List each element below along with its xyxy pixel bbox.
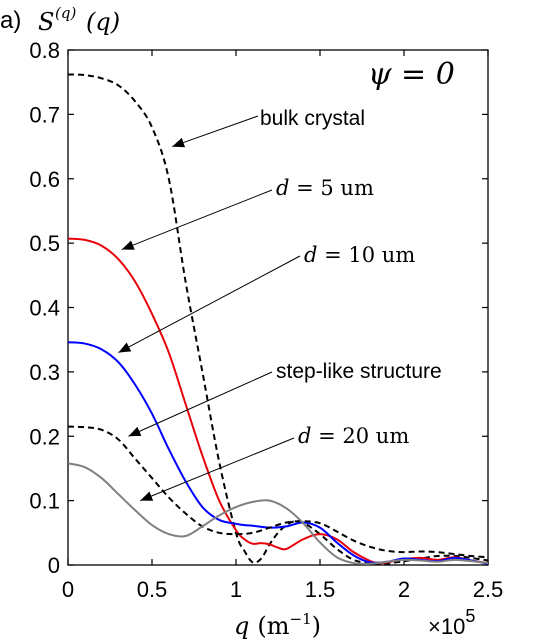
x-multiplier-exponent: 5 xyxy=(465,606,475,626)
y-axis-label-superscript: (q) xyxy=(55,4,76,22)
annotation-step-like: step-like structure xyxy=(276,360,442,383)
annotation-arrows xyxy=(118,115,301,502)
x-multiplier-base: ×10 xyxy=(428,614,465,639)
y-tick-label: 0 xyxy=(48,553,60,578)
y-tick-label: 0.6 xyxy=(29,167,60,192)
annotation-d5-var: d xyxy=(276,176,289,200)
annotation-d20: d = 20 um xyxy=(298,424,409,448)
annotation-arrow-d10 xyxy=(118,255,301,354)
annotation-d5-rest: = 5 um xyxy=(289,176,374,200)
annotation-d10-rest: = 10 um xyxy=(317,243,415,267)
annotation-d10-var: d xyxy=(304,243,317,267)
y-tick-label: 0.7 xyxy=(29,102,60,127)
y-tick-label: 0.2 xyxy=(29,424,60,449)
y-tick-label: 0.8 xyxy=(29,38,60,63)
series-line-bulk xyxy=(68,73,488,565)
x-axis-label-unit-close: ) xyxy=(312,612,321,640)
y-tick-label: 0.1 xyxy=(29,489,60,514)
annotation-arrow-d20 xyxy=(140,437,295,502)
x-tick-label: 2 xyxy=(398,577,410,602)
y-tick-label: 0.5 xyxy=(29,231,60,256)
series-line-d5 xyxy=(68,237,488,565)
annotation-d5: d = 5 um xyxy=(276,176,374,200)
y-axis-label-main: S xyxy=(38,8,54,36)
annotation-d20-var: d xyxy=(298,424,311,448)
annotation-arrow-d5 xyxy=(121,189,273,251)
x-tick-label: 1 xyxy=(230,577,242,602)
panel-label: a) xyxy=(0,7,21,34)
x-axis-label-unit-sup: −1 xyxy=(290,610,312,628)
x-tick-label: 0.5 xyxy=(137,577,168,602)
x-tick-labels: 0 0.5 1 1.5 2 2.5 xyxy=(62,577,503,602)
x-multiplier: ×105 xyxy=(428,606,475,639)
x-tick-label: 1.5 xyxy=(305,577,336,602)
annotation-bulk-crystal: bulk crystal xyxy=(260,107,365,130)
annotation-arrow-step xyxy=(128,371,273,437)
psi-label: ψ = 0 xyxy=(368,57,455,92)
x-axis-label-var: q xyxy=(234,612,249,640)
y-tick-labels: 0 0.1 0.2 0.3 0.4 0.5 0.6 0.7 0.8 xyxy=(29,38,60,578)
x-tick-label: 2.5 xyxy=(473,577,504,602)
y-axis-label-argument: (q) xyxy=(86,8,120,36)
x-tick-label: 0 xyxy=(62,577,74,602)
y-tick-label: 0.3 xyxy=(29,360,60,385)
y-tick-label: 0.4 xyxy=(29,296,60,321)
series-layer xyxy=(68,73,488,565)
x-axis-label-unit-open: (m xyxy=(257,612,289,640)
annotation-arrow-bulk xyxy=(171,115,259,148)
axis-ticks xyxy=(67,49,489,566)
series-line-d20 xyxy=(68,462,488,565)
series-line-step xyxy=(68,425,488,559)
x-axis-label: q (m−1) xyxy=(234,610,321,640)
annotation-d10: d = 10 um xyxy=(304,243,415,267)
annotation-d20-rest: = 20 um xyxy=(311,424,409,448)
